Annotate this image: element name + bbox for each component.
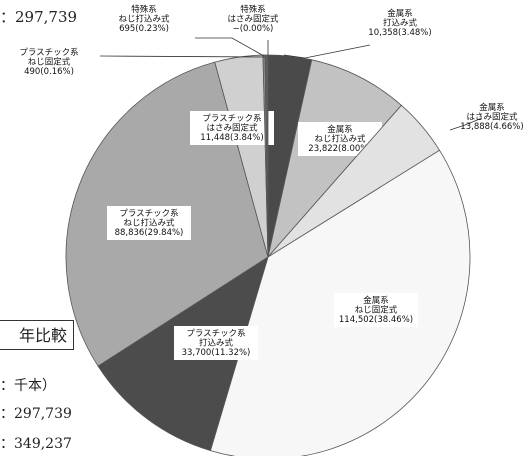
pie-slice: [267, 59, 402, 258]
slice-label: プラスチック系ねじ固定式 490(0.16%): [19, 47, 78, 77]
slice-label: プラスチック系ねじ打込み式 88,836(29.84%): [115, 208, 184, 238]
slice-label-background: [334, 293, 418, 327]
leader-line: [99, 55, 267, 58]
leader-line: [283, 44, 371, 59]
slice-label-background: [174, 326, 258, 360]
comparison-box: 年比較: [0, 320, 74, 350]
pie-slice: [264, 54, 269, 258]
leader-line: [449, 117, 483, 131]
slice-label: 特殊系はさみ固定式−(0.00%): [227, 4, 279, 34]
slice-label: プラスチック系打込み式 33,700(11.32%): [182, 328, 251, 358]
slice-label-background: [107, 206, 191, 240]
slice-label: 金属系ねじ打込み式 23,822(8.00%): [308, 124, 371, 154]
slice-label: 金属系打込み式 10,358(3.48%): [368, 8, 431, 38]
slice-label: 特殊系ねじ打込み式 695(0.23%): [118, 4, 170, 34]
slice-label-background: [190, 111, 274, 145]
comparison-value-2: ：349,237: [0, 436, 72, 452]
leader-line: [195, 37, 265, 57]
slice-label: 金属系はさみ固定式 13,888(4.66%): [460, 102, 523, 132]
total-value-text: ：297,739: [0, 8, 78, 26]
comparison-value-1: ：297,739: [0, 406, 72, 422]
slice-label: プラスチック系はさみ固定式 11,448(3.84%): [200, 113, 263, 143]
unit-text: ：千本）: [0, 378, 56, 394]
slice-label: 金属系ねじ固定式 114,502(38.46%): [339, 295, 413, 325]
